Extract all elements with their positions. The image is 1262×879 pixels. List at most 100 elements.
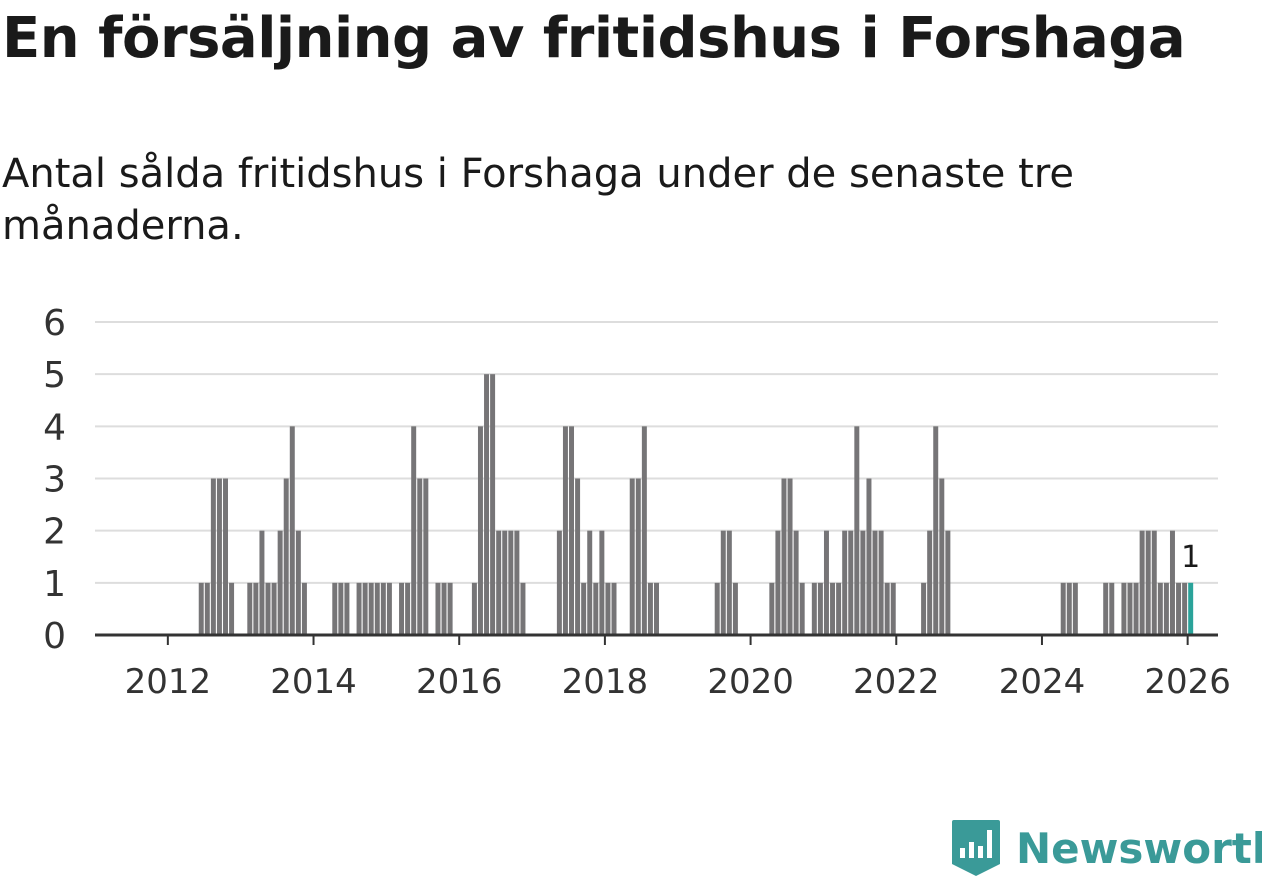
- y-tick-label: 3: [43, 460, 66, 501]
- bar: [1151, 530, 1157, 635]
- bar: [520, 582, 526, 635]
- bar: [283, 478, 289, 635]
- bar-highlight: [1188, 582, 1194, 635]
- x-tick-label: 2024: [999, 662, 1086, 702]
- bar: [204, 582, 210, 635]
- bar: [1072, 582, 1078, 635]
- bar: [593, 582, 599, 635]
- bar: [830, 582, 836, 635]
- bar: [599, 530, 605, 635]
- bar: [417, 478, 423, 635]
- bar: [1109, 582, 1115, 635]
- bar: [368, 582, 374, 635]
- bar: [866, 478, 872, 635]
- bar: [277, 530, 283, 635]
- bar: [720, 530, 726, 635]
- bar: [447, 582, 453, 635]
- bar: [878, 530, 884, 635]
- bar: [1139, 530, 1145, 635]
- bar: [775, 530, 781, 635]
- bar: [514, 530, 520, 635]
- bar: [399, 582, 405, 635]
- bar: [216, 478, 222, 635]
- bar: [1127, 582, 1133, 635]
- chart-subtitle: Antal sålda fritidshus i Forshaga under …: [2, 151, 1074, 249]
- bar: [1066, 582, 1072, 635]
- bar: [295, 530, 301, 635]
- bar: [1157, 582, 1163, 635]
- bar: [726, 530, 732, 635]
- bar: [259, 530, 265, 635]
- bar: [271, 582, 277, 635]
- bar: [714, 582, 720, 635]
- newsworthy-logo: Newsworthy: [950, 818, 1262, 878]
- bar: [356, 582, 362, 635]
- bar: [405, 582, 411, 635]
- bar: [362, 582, 368, 635]
- x-tick-label: 2012: [125, 662, 212, 702]
- bar: [247, 582, 253, 635]
- x-tick-label: 2022: [853, 662, 940, 702]
- bar: [654, 582, 659, 635]
- bar: [484, 374, 490, 635]
- bar: [441, 582, 447, 635]
- chart-title: En försäljning av fritidshus i Forshaga: [2, 6, 1186, 71]
- bar: [629, 478, 635, 635]
- bar: [793, 530, 799, 635]
- bar: [799, 582, 805, 635]
- y-tick-label: 6: [43, 303, 66, 344]
- bar: [811, 582, 817, 635]
- bar: [817, 582, 823, 635]
- y-tick-label: 4: [43, 407, 66, 448]
- labels: 0 1 2 3 4 5 6 2012 2014 2016 2018 2020 2022 2024 2026 1: [43, 303, 1231, 702]
- newsworthy-logo-icon: [952, 820, 1000, 876]
- bar: [502, 530, 508, 635]
- x-tick-label: 2014: [270, 662, 357, 702]
- bar: [374, 582, 380, 635]
- y-tick-label: 5: [43, 355, 66, 396]
- x-tick-label: 2016: [416, 662, 503, 702]
- bar: [1145, 530, 1151, 635]
- bar: [411, 426, 417, 635]
- bar: [344, 582, 350, 635]
- bar: [477, 426, 483, 635]
- bar: [1182, 582, 1188, 635]
- bar: [575, 478, 581, 635]
- bar: [884, 582, 890, 635]
- bar: [386, 582, 392, 635]
- bar: [338, 582, 344, 635]
- bar: [781, 478, 787, 635]
- bar: [332, 582, 338, 635]
- bar: [210, 478, 216, 635]
- bar: [569, 426, 575, 635]
- bar: [581, 582, 587, 635]
- bar: [435, 582, 441, 635]
- bar: [836, 582, 842, 635]
- bar-chart: 0 1 2 3 4 5 6 2012 2014 2016 2018 2020 2022 2024 2026 1: [43, 303, 1231, 702]
- bar: [380, 582, 386, 635]
- bars: [198, 374, 1194, 635]
- bar: [265, 582, 271, 635]
- bar: [253, 582, 259, 635]
- bar: [1060, 582, 1066, 635]
- bar: [1121, 582, 1127, 635]
- bar: [556, 530, 562, 635]
- bar: [1163, 582, 1169, 635]
- bar: [647, 582, 653, 635]
- bar: [605, 582, 611, 635]
- bar: [933, 426, 939, 635]
- bar: [198, 582, 204, 635]
- bar: [1133, 582, 1139, 635]
- x-tick-label: 2018: [562, 662, 649, 702]
- bar: [223, 478, 228, 635]
- bar: [927, 530, 933, 635]
- bar: [860, 530, 866, 635]
- bar: [423, 478, 429, 635]
- bar: [471, 582, 477, 635]
- y-tick-label: 2: [43, 512, 66, 553]
- bar: [562, 426, 568, 635]
- bar: [1169, 530, 1175, 635]
- bar: [635, 478, 641, 635]
- bar: [890, 582, 896, 635]
- bar: [1176, 582, 1182, 635]
